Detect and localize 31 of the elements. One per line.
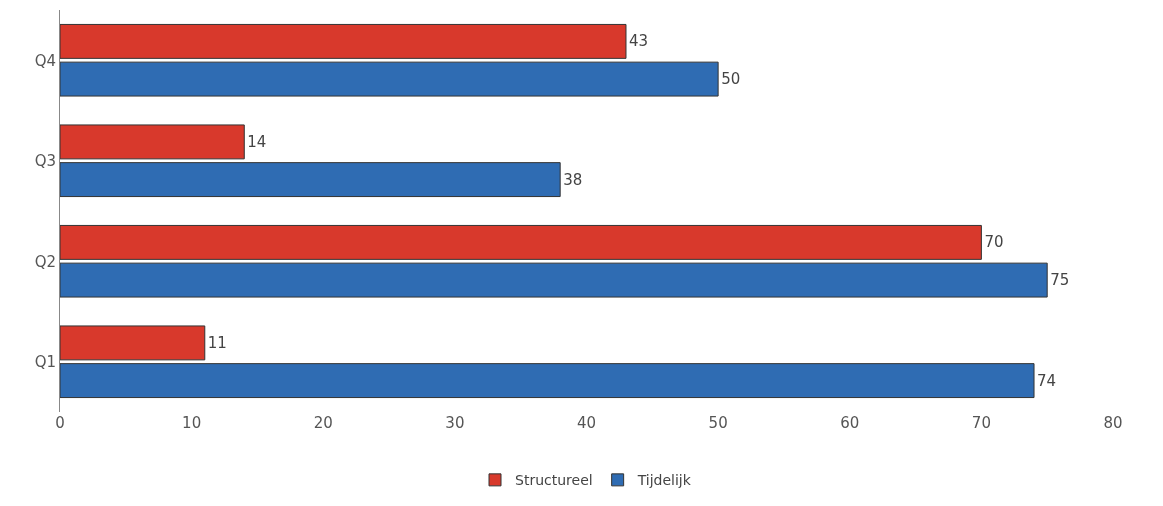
- data-label: 14: [247, 132, 267, 151]
- bar: [60, 224, 982, 260]
- x-tick-label: 60: [840, 414, 860, 432]
- bar: [60, 124, 245, 160]
- x-tick-label: 80: [1103, 414, 1123, 432]
- y-tick-label: Q3: [34, 152, 56, 170]
- data-label: 70: [984, 233, 1004, 252]
- data-label: 11: [207, 333, 227, 352]
- legend-label: Structureel: [515, 472, 593, 489]
- bar: [60, 325, 206, 361]
- bar: [60, 61, 719, 97]
- bar: [60, 363, 1035, 399]
- y-tick-label: Q2: [34, 252, 56, 271]
- y-tick-label: Q1: [34, 353, 56, 371]
- x-tick-label: 0: [55, 414, 65, 432]
- bar: [60, 23, 627, 59]
- data-label: 74: [1037, 371, 1057, 390]
- x-tick-label: 30: [445, 414, 465, 432]
- x-tick-label: 20: [313, 414, 333, 432]
- x-tick-label: 10: [182, 414, 202, 432]
- x-tick-label: 40: [576, 414, 597, 432]
- data-label: 38: [563, 170, 583, 189]
- y-tick-label: Q4: [34, 51, 56, 70]
- data-label: 75: [1050, 271, 1070, 290]
- x-tick-label: 70: [971, 414, 991, 432]
- x-tick-label: 50: [708, 414, 728, 432]
- bar: [60, 162, 561, 198]
- data-label: 43: [628, 32, 649, 51]
- legend-label: Tijdelijk: [636, 472, 692, 489]
- bar: [60, 262, 1048, 298]
- data-label: 50: [721, 70, 741, 89]
